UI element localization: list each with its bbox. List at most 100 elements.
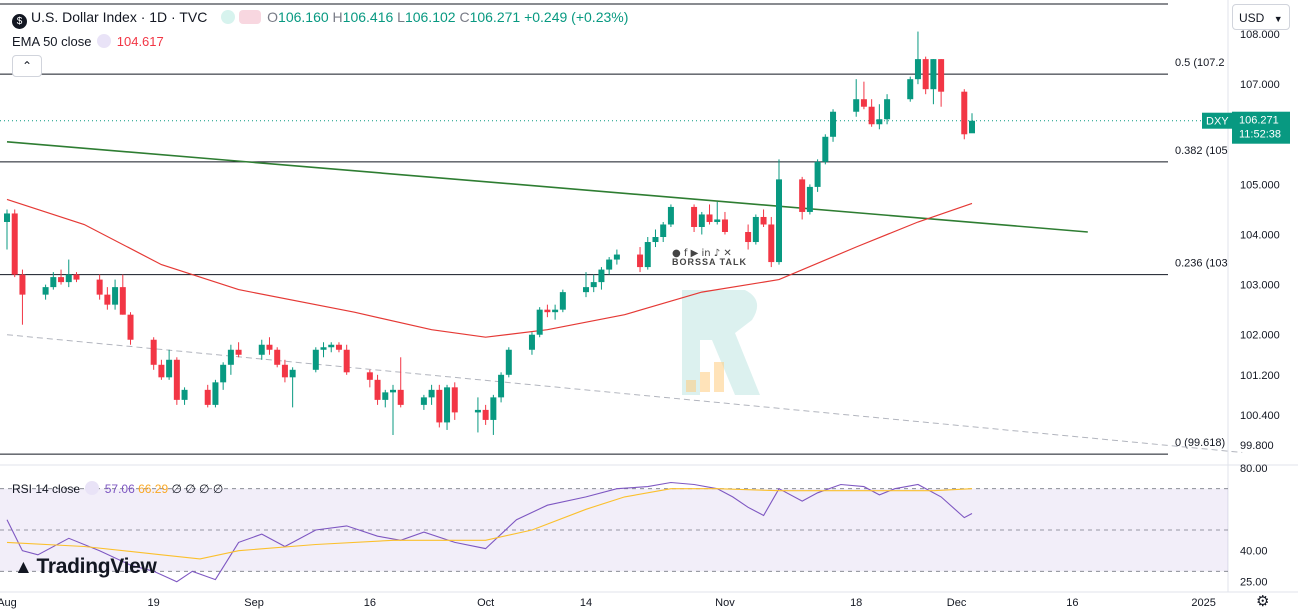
ema-legend[interactable]: EMA 50 close 104.617 — [12, 34, 164, 49]
dashed-trendline — [6, 334, 1243, 453]
candle-body — [96, 279, 103, 295]
candle-body — [343, 349, 350, 373]
candle-body — [498, 374, 505, 398]
price-tick-label: 102.000 — [1240, 330, 1280, 342]
candle-body — [58, 277, 65, 283]
candle-body — [19, 274, 26, 295]
candle-body — [637, 254, 644, 268]
high-label: H — [332, 9, 343, 25]
watermark-social-icons: ● f ▶ in ♪ ✕ — [672, 248, 732, 259]
time-tick-label: 2025 — [1191, 597, 1215, 609]
candle-body — [397, 389, 404, 405]
price-tick-label: 99.800 — [1240, 440, 1274, 452]
price-tick-label: 100.400 — [1240, 410, 1280, 422]
symbol-badge: $ — [12, 14, 27, 29]
green-trendline — [6, 141, 1088, 233]
low-value: 106.102 — [404, 9, 456, 25]
candle-body — [266, 344, 273, 350]
candle-body — [969, 120, 975, 134]
candle-body — [312, 349, 319, 370]
trendlines[interactable] — [6, 141, 1243, 453]
candle-body — [281, 364, 288, 378]
symbol-price-tag-text: DXY — [1206, 116, 1229, 128]
symbol-price-tag — [1202, 112, 1232, 129]
rsi-settings-icon[interactable] — [85, 481, 100, 495]
market-status-icon — [221, 10, 236, 24]
time-tick-label: 14 — [580, 597, 592, 609]
candle-body — [382, 392, 389, 400]
candle-body — [706, 214, 713, 222]
candle-body — [884, 99, 891, 120]
candle-body — [776, 179, 782, 263]
rsi-band — [0, 488, 1228, 572]
axes: 108.000 107.000 105.000 104.000 103.000 102.0… — [0, 29, 1290, 609]
time-tick-label: Dec — [947, 597, 967, 609]
fib-level-label: 0.236 (103 — [1175, 258, 1228, 270]
watermark-text: BORSSA TALK — [672, 257, 747, 267]
chevron-down-icon: ▼ — [1273, 14, 1283, 24]
close-label: C — [459, 9, 470, 25]
rsi-legend[interactable]: RSI 14 close 57.06 66.29 ∅ ∅ ∅ ∅ — [12, 481, 223, 496]
candle-body — [104, 294, 111, 305]
candle-body — [390, 389, 396, 393]
candle-body — [830, 111, 837, 137]
candle-body — [799, 179, 806, 212]
candle-body — [667, 206, 674, 225]
candle-body — [552, 309, 559, 313]
rsi-tick-label: 40.00 — [1240, 546, 1268, 558]
candle-body — [220, 364, 227, 383]
fibonacci-levels[interactable]: 0.5 (107.2 0.382 (105 0.236 (103 0 (99.618) — [0, 3, 1228, 455]
candle-body — [606, 259, 613, 270]
ema50-polyline — [6, 198, 973, 338]
tv-logo-icon: ▲ — [14, 557, 33, 578]
fib-level-label: 0 (99.618) — [1175, 437, 1225, 449]
gear-icon[interactable]: ⚙ — [1256, 593, 1270, 610]
candle-body — [274, 349, 281, 365]
candle-body — [366, 372, 373, 380]
price-tick-label: 101.200 — [1240, 370, 1280, 382]
tradingview-logo[interactable]: ▲ TradingView — [14, 555, 157, 579]
price-tick-label: 104.000 — [1240, 230, 1280, 242]
candle-body — [914, 59, 921, 80]
candle-body — [760, 216, 767, 225]
candle-body — [212, 382, 219, 405]
candle-body — [451, 387, 458, 413]
candle-body — [698, 214, 705, 227]
symbol-title[interactable]: U.S. Dollar Index · 1D · TVC — [31, 9, 208, 25]
candle-body — [127, 314, 134, 340]
candle-body — [768, 224, 775, 263]
price-tick-label: 103.000 — [1240, 280, 1280, 292]
fib-level-label: 0.5 (107.2 — [1175, 57, 1225, 69]
last-price-value: 106.271 — [1239, 115, 1279, 127]
rsi-lines — [6, 481, 973, 583]
candle-body — [613, 254, 620, 260]
low-label: L — [397, 9, 405, 25]
grid — [0, 0, 1298, 593]
candle-body — [289, 369, 296, 378]
candle-body — [721, 219, 728, 232]
candle-body — [173, 359, 180, 400]
time-tick-label: Nov — [715, 597, 735, 609]
candle-body — [374, 379, 381, 400]
candle-body — [868, 106, 875, 125]
time-tick-label: 19 — [148, 597, 160, 609]
collapse-legend-button[interactable]: ⌃ — [12, 55, 42, 77]
currency-selector[interactable]: USD ▼ — [1232, 4, 1290, 30]
candle-body — [4, 213, 10, 222]
high-value: 106.416 — [342, 9, 394, 25]
currency-label: USD — [1239, 11, 1265, 25]
candle-body — [444, 387, 451, 423]
candle-body — [814, 161, 821, 187]
rsi-tick-label: 25.00 — [1240, 577, 1268, 589]
close-value: 106.271 — [469, 9, 521, 25]
candle-body — [65, 274, 72, 283]
ema-settings-icon[interactable] — [97, 34, 112, 48]
last-price-box — [1232, 111, 1290, 144]
candle-body — [166, 359, 173, 378]
candle-body — [119, 287, 126, 315]
candle-body — [714, 219, 721, 222]
candle-body — [505, 349, 512, 375]
candle-body — [420, 397, 427, 405]
candle-body — [227, 349, 234, 365]
